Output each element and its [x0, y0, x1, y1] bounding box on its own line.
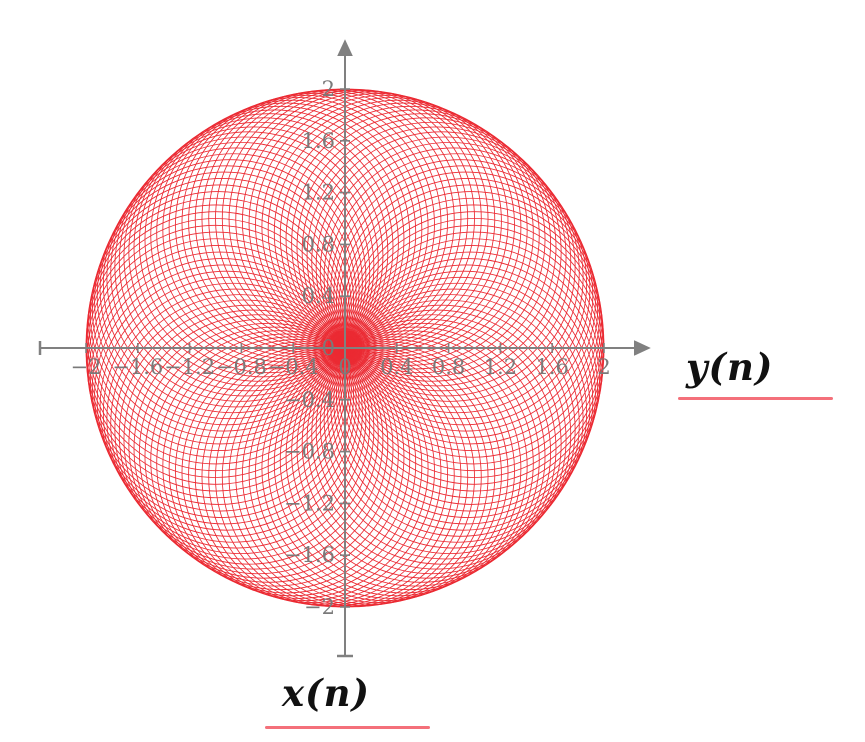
y-tick-label: −0.8 [284, 440, 335, 464]
y-tick-label: 0.4 [302, 284, 335, 308]
y-axis-label-underline [678, 397, 833, 400]
y-tick-label: 2 [322, 77, 335, 101]
x-tick-label: 0.4 [380, 355, 413, 379]
y-tick-label: −1.2 [284, 491, 335, 515]
x-tick-label: 0.8 [432, 355, 465, 379]
x-axis-label-underline [265, 726, 430, 729]
y-tick-label: 1.6 [302, 129, 335, 153]
y-axis-label: y(n) [686, 345, 774, 389]
x-tick-label: −1.6 [112, 355, 163, 379]
y-tick-label: −2 [304, 595, 335, 619]
x-tick-label: 0 [338, 355, 351, 379]
x-tick-label: −0.4 [268, 355, 319, 379]
axes [38, 39, 651, 658]
y-tick-label: 0.8 [302, 232, 335, 256]
x-tick-label: 2 [597, 355, 610, 379]
x-tick-label: −1.2 [164, 355, 215, 379]
x-axis-label: x(n) [282, 671, 370, 715]
tick-labels: −2 −1.6 −1.2 −0.8 −0.4 0 0.4 0.8 1.2 1.6 2−2−1.6−1… [71, 77, 611, 619]
x-tick-label: −0.8 [216, 355, 267, 379]
y-tick-label: −0.4 [284, 388, 335, 412]
tick-marks [85, 88, 605, 608]
x-tick-label: −2 [71, 355, 102, 379]
y-tick-label: 1.2 [302, 181, 335, 205]
x-tick-label: 1.2 [484, 355, 517, 379]
y-tick-label: −1.6 [284, 543, 335, 567]
x-tick-label: 1.6 [535, 355, 568, 379]
y-tick-label: 0 [322, 336, 335, 360]
